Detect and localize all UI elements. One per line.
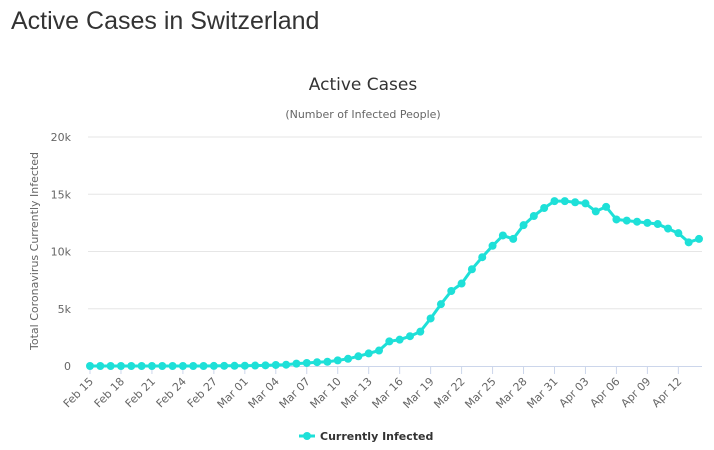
x-tick-label: Mar 22 [431, 375, 467, 411]
data-point[interactable] [323, 357, 332, 366]
x-tick-label: Feb 24 [154, 375, 189, 410]
data-point[interactable] [488, 241, 497, 250]
data-point[interactable] [457, 279, 466, 288]
chart-subtitle: (Number of Infected People) [285, 108, 440, 121]
legend-label-currently-infected[interactable]: Currently Infected [320, 430, 433, 443]
data-point[interactable] [498, 231, 507, 240]
data-point[interactable] [581, 199, 590, 208]
data-point[interactable] [344, 354, 353, 363]
x-tick-label: Apr 03 [557, 375, 592, 410]
y-tick-label: 10k [51, 246, 72, 259]
x-tick-label: Mar 13 [339, 375, 375, 411]
data-point[interactable] [282, 360, 291, 369]
legend-marker-point[interactable] [303, 432, 311, 440]
data-point[interactable] [354, 352, 363, 361]
data-point[interactable] [591, 207, 600, 216]
x-tick-label: Mar 31 [524, 375, 560, 411]
data-point[interactable] [292, 359, 301, 368]
x-tick-label: Mar 07 [277, 375, 313, 411]
data-point[interactable] [333, 356, 342, 365]
x-tick-label: Apr 06 [588, 375, 623, 410]
data-point[interactable] [612, 215, 621, 224]
x-tick-label: Mar 28 [493, 375, 529, 411]
data-point[interactable] [436, 300, 445, 309]
y-tick-label: 20k [51, 131, 72, 144]
chart-title: Active Cases [309, 75, 418, 95]
data-point[interactable] [416, 327, 425, 336]
data-point[interactable] [209, 361, 218, 370]
data-point[interactable] [240, 361, 249, 370]
x-tick-label: Feb 18 [92, 375, 127, 410]
x-tick-label: Mar 19 [401, 375, 437, 411]
series-currently-infected[interactable] [86, 197, 703, 370]
data-point[interactable] [199, 361, 208, 370]
data-point[interactable] [447, 287, 456, 296]
data-point[interactable] [467, 265, 476, 274]
data-point[interactable] [385, 337, 394, 346]
data-point[interactable] [395, 335, 404, 344]
x-tick-label: Mar 01 [215, 375, 251, 411]
data-point[interactable] [220, 361, 229, 370]
data-point[interactable] [375, 346, 384, 355]
y-axis-ticks: 0 5k 10k 15k 20k [51, 131, 72, 373]
data-point[interactable] [519, 221, 528, 230]
data-point[interactable] [251, 361, 260, 370]
data-point[interactable] [158, 362, 167, 370]
x-tick-label: Mar 25 [462, 375, 498, 411]
data-point[interactable] [571, 198, 580, 207]
x-tick-label: Apr 12 [649, 375, 684, 410]
data-point[interactable] [529, 212, 538, 221]
data-point[interactable] [622, 216, 631, 225]
data-point[interactable] [137, 362, 146, 370]
data-point[interactable] [405, 332, 414, 341]
data-point[interactable] [127, 362, 136, 370]
data-point[interactable] [189, 362, 198, 370]
data-point[interactable] [364, 349, 373, 358]
y-tick-label: 0 [64, 360, 71, 373]
data-point[interactable] [96, 362, 105, 370]
data-point[interactable] [313, 358, 322, 367]
data-point[interactable] [643, 218, 652, 227]
data-point[interactable] [168, 362, 177, 370]
data-point[interactable] [271, 360, 280, 369]
data-point[interactable] [178, 362, 187, 370]
data-point[interactable] [550, 197, 559, 206]
x-tick-label: Feb 15 [61, 375, 96, 410]
data-point[interactable] [653, 220, 662, 229]
data-point[interactable] [426, 314, 435, 323]
data-point[interactable] [560, 197, 569, 206]
y-tick-label: 5k [58, 303, 72, 316]
x-tick-label: Feb 21 [123, 375, 158, 410]
y-tick-label: 15k [51, 188, 72, 201]
data-point[interactable] [664, 224, 673, 233]
page-title: Active Cases in Switzerland [11, 7, 320, 35]
grid-lines [88, 136, 702, 310]
data-point[interactable] [116, 362, 125, 370]
y-axis-title: Total Coronavirus Currently Infected [28, 152, 41, 351]
data-point[interactable] [302, 358, 311, 367]
data-point[interactable] [147, 362, 156, 370]
x-tick-label: Apr 09 [618, 375, 653, 410]
legend[interactable]: Currently Infected [299, 430, 433, 443]
data-point[interactable] [540, 203, 549, 212]
data-point[interactable] [602, 202, 611, 211]
data-point[interactable] [509, 234, 518, 243]
data-point[interactable] [230, 361, 239, 370]
data-point[interactable] [478, 253, 487, 262]
data-point[interactable] [633, 217, 642, 226]
x-tick-label: Mar 10 [308, 375, 344, 411]
data-point[interactable] [106, 362, 115, 370]
x-tick-label: Mar 16 [370, 375, 406, 411]
series-line[interactable] [88, 199, 701, 368]
x-tick-label: Feb 27 [185, 375, 220, 410]
data-point[interactable] [86, 362, 94, 370]
data-point[interactable] [674, 229, 683, 238]
data-point[interactable] [261, 361, 270, 370]
x-tick-label: Mar 04 [246, 375, 282, 411]
data-point[interactable] [684, 238, 693, 247]
data-point[interactable] [695, 234, 703, 243]
